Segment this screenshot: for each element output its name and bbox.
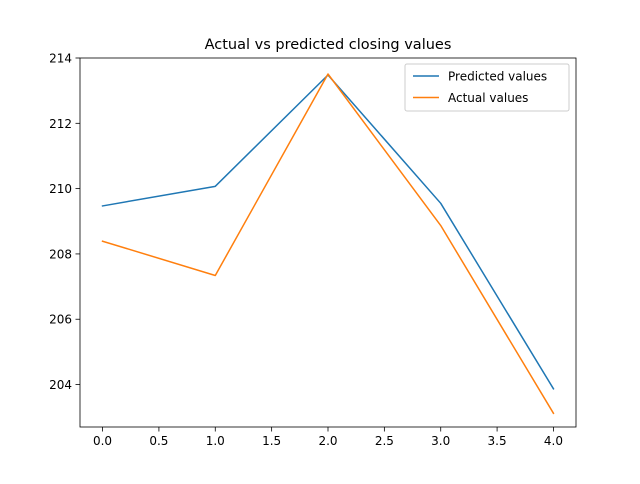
series-line-0 [101, 74, 555, 390]
y-tick-label: 206 [49, 313, 72, 327]
plot-frame [79, 57, 577, 428]
chart-title: Actual vs predicted closing values [205, 37, 452, 53]
legend-box [404, 63, 570, 112]
series-layer [101, 73, 555, 415]
x-tick-label: 3.0 [431, 434, 450, 448]
y-tick-label: 210 [49, 182, 72, 196]
legend-label-0: Predicted values [448, 70, 547, 84]
y-tick-label: 212 [49, 117, 72, 131]
legend-label-1: Actual values [448, 91, 528, 105]
legend: Predicted values Actual values [404, 63, 570, 112]
series-line-1 [101, 73, 555, 415]
x-tick-label: 1.5 [262, 434, 281, 448]
x-tick-label: 2.5 [375, 434, 394, 448]
x-tick-label: 4.0 [544, 434, 563, 448]
y-tick-label: 208 [49, 247, 72, 261]
x-tick-label: 0.5 [149, 434, 168, 448]
y-tick-label: 214 [49, 52, 72, 66]
x-tick-label: 3.5 [488, 434, 507, 448]
x-tick-label: 1.0 [206, 434, 225, 448]
y-tick-label: 204 [49, 378, 72, 392]
axes-layer: 0.0 0.5 1.0 1.5 2.0 2.5 3.0 3.5 4.0 204 206 208 210 2… [49, 52, 577, 448]
x-tick-label: 2.0 [318, 434, 337, 448]
x-tick-label: 0.0 [93, 434, 112, 448]
